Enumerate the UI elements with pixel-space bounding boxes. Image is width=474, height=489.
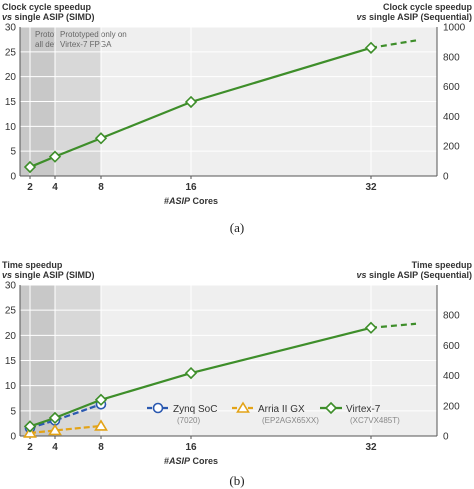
x-tick-label: 4: [52, 442, 58, 453]
y-tick-label: 0: [10, 172, 16, 183]
region-label: Prototyped only on: [60, 30, 127, 39]
y-tick-label: 5: [10, 147, 16, 158]
y-tick-label: 30: [5, 23, 17, 34]
x-tick-label: 8: [98, 442, 104, 453]
legend: Zynq SoC(7020) Arria II GX(EP2AGX65XX) Vir…: [147, 401, 400, 425]
data-point: [94, 393, 108, 406]
y2-tick-label: 800: [443, 311, 460, 322]
y-tick-label: 25: [5, 306, 17, 317]
series-speedup: [23, 39, 417, 174]
chart-panel-2: 0 5 10 15 20 25 30 2 4 8 16 32 0 200 400 600 800 Time spe…: [2, 260, 472, 488]
y2-tick-label: 400: [443, 112, 460, 123]
y2-tick-label: 200: [443, 401, 460, 412]
x-tick-label: 32: [365, 442, 377, 453]
y2-axis-title: Time speedup: [412, 260, 473, 270]
x-tick-label: 2: [27, 442, 33, 453]
y-tick-label: 20: [5, 72, 17, 83]
legend-sublabel: (EP2AGX65XX): [262, 416, 319, 425]
data-point: [23, 420, 37, 433]
data-point: [364, 41, 378, 54]
legend-label: Virtex-7: [346, 404, 381, 415]
x-tick-label: 8: [98, 182, 104, 193]
y2-axis-title: Clock cycle speedup: [383, 2, 473, 12]
data-point: [184, 366, 198, 380]
series-extrapolation: [370, 39, 417, 49]
legend-sublabel: (XC7VX485T): [350, 416, 400, 425]
legend-sublabel: (7020): [177, 416, 200, 425]
y2-axis-subtitle: vs single ASIP (Sequential): [356, 12, 472, 22]
legend-marker: [324, 401, 338, 415]
data-point: [184, 95, 198, 109]
y2-tick-label: 0: [443, 172, 449, 183]
y2-tick-label: 600: [443, 82, 460, 93]
legend-label: Zynq SoC: [173, 404, 217, 415]
y-tick-label: 0: [10, 432, 16, 443]
y2-tick-label: 800: [443, 52, 460, 63]
y2-tick-label: 0: [443, 432, 449, 443]
panel-caption: (b): [229, 473, 244, 488]
series-line: [29, 424, 102, 435]
y-tick-label: 25: [5, 47, 17, 58]
data-point: [23, 160, 37, 174]
data-point: [48, 423, 62, 436]
data-point: [48, 150, 62, 163]
x-tick-label: 32: [365, 182, 377, 193]
region-label: all devices: [35, 40, 72, 49]
panel-caption: (a): [230, 220, 244, 235]
y-tick-label: 30: [5, 281, 17, 292]
x-tick-label: 2: [27, 182, 33, 193]
y-tick-label: 10: [5, 381, 17, 392]
region-label: Virtex-7 FPGA: [60, 40, 112, 49]
legend-marker: [152, 402, 164, 414]
legend-marker: [236, 401, 250, 413]
series-extrapolation: [370, 322, 417, 329]
y2-tick-label: 200: [443, 142, 460, 153]
y2-axis-subtitle: vs single ASIP (Sequential): [356, 270, 472, 280]
y-axis-subtitle: vs single ASIP (SIMD): [2, 12, 95, 22]
y-axis-title: Time speedup: [2, 260, 63, 270]
y-tick-label: 15: [5, 97, 17, 108]
series-virtex-7: [23, 321, 417, 433]
legend-label: Arria II GX: [258, 404, 305, 415]
data-point: [94, 419, 108, 431]
series-line: [29, 403, 102, 429]
x-tick-label: 16: [185, 182, 197, 193]
y-axis-subtitle: vs single ASIP (SIMD): [2, 270, 95, 280]
y2-tick-label: 1000: [443, 23, 466, 34]
data-point: [48, 411, 62, 425]
y2-tick-label: 400: [443, 371, 460, 382]
y-tick-label: 10: [5, 122, 17, 133]
y-tick-label: 5: [10, 406, 16, 417]
y-tick-label: 15: [5, 356, 17, 367]
data-point: [364, 321, 378, 334]
y-tick-label: 20: [5, 331, 17, 342]
x-axis-title: #ASIP Cores: [164, 456, 218, 466]
data-point: [94, 132, 108, 145]
y-axis-title: Clock cycle speedup: [2, 2, 92, 12]
x-tick-label: 4: [52, 182, 58, 193]
x-axis-title: #ASIP Cores: [164, 196, 218, 206]
y2-tick-label: 600: [443, 341, 460, 352]
x-tick-label: 16: [185, 442, 197, 453]
